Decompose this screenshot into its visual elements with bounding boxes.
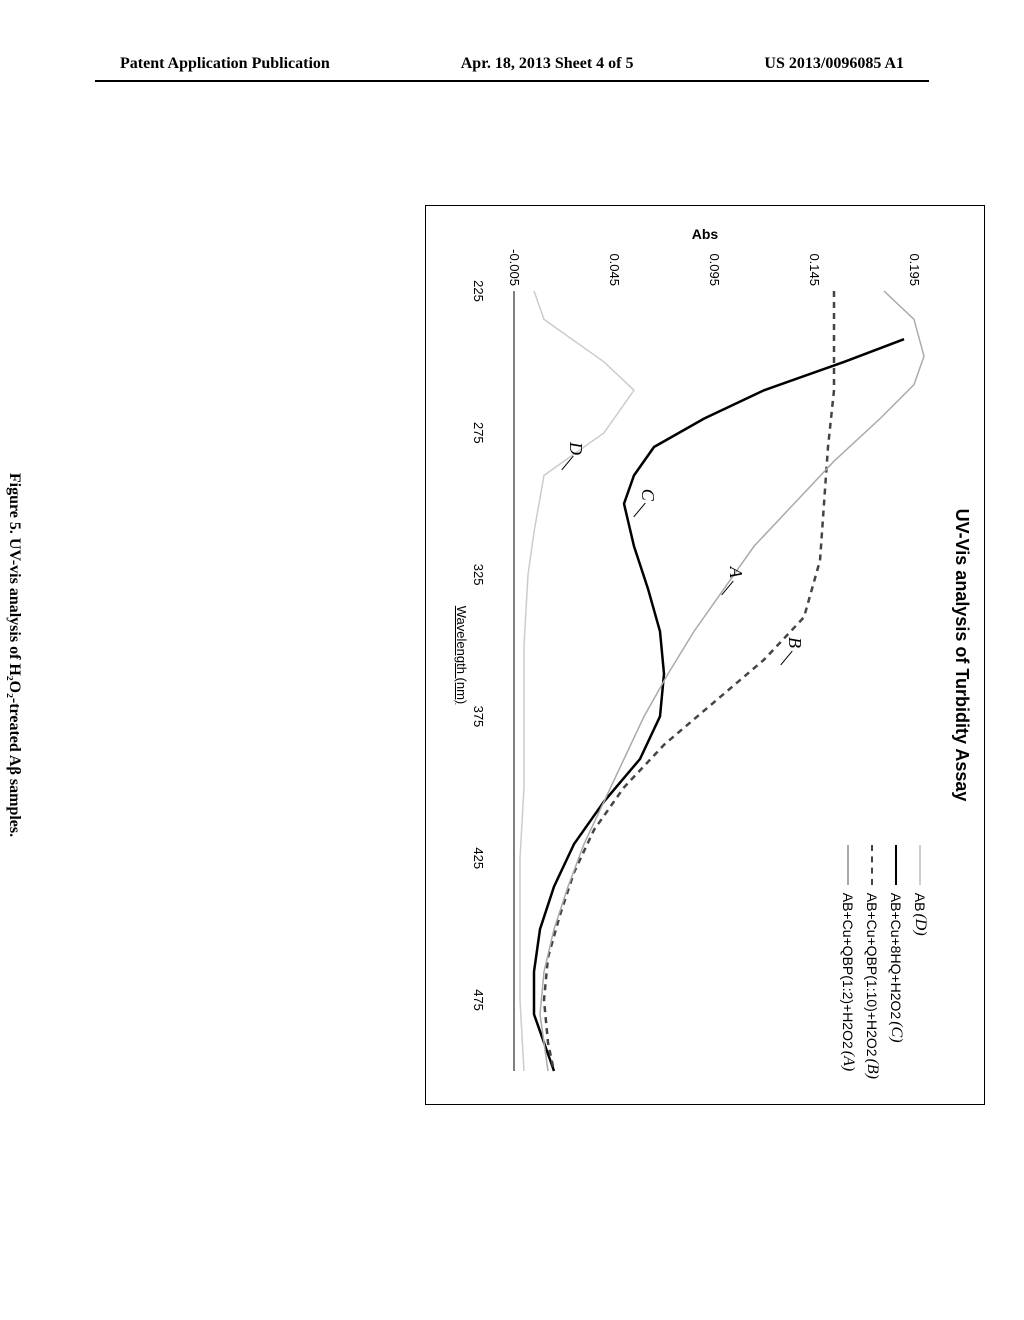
y-tick: 0.145 bbox=[807, 246, 822, 286]
legend-label: AB bbox=[912, 893, 928, 912]
legend-swatch bbox=[871, 845, 873, 885]
legend-swatch bbox=[895, 845, 898, 885]
legend-annotation: (A) bbox=[839, 1051, 857, 1071]
y-tick: 0.195 bbox=[907, 246, 922, 286]
figure-caption: Figure 5. UV-vis analysis of H₂O₂-treate… bbox=[5, 305, 23, 1005]
curve-label: C bbox=[637, 489, 658, 501]
x-tick: 475 bbox=[471, 989, 486, 1011]
figure-rotated-wrapper: UV-Vis analysis of Turbidity Assay Abs W… bbox=[125, 305, 935, 1005]
curve-label: D bbox=[565, 442, 586, 455]
legend-swatch bbox=[919, 845, 921, 885]
legend-label: AB+Cu+QBP(1:2)+H2O2 bbox=[840, 893, 856, 1049]
x-tick: 425 bbox=[471, 847, 486, 869]
x-tick: 275 bbox=[471, 422, 486, 444]
header-right: US 2013/0096085 A1 bbox=[764, 55, 904, 73]
chart-legend: AB(D) AB+Cu+8HQ+H2O2 (C) AB+Cu+QBP(1:10)+H2… bbox=[833, 845, 929, 1079]
header-center: Apr. 18, 2013 Sheet 4 of 5 bbox=[461, 55, 634, 73]
header-divider bbox=[95, 80, 929, 82]
legend-label: AB+Cu+QBP(1:10)+H2O2 bbox=[864, 893, 880, 1057]
curve-label: B bbox=[784, 637, 805, 648]
x-tick: 225 bbox=[471, 280, 486, 302]
y-tick: 0.045 bbox=[607, 246, 622, 286]
legend-annotation: (B) bbox=[863, 1059, 881, 1079]
header-left: Patent Application Publication bbox=[120, 55, 330, 73]
y-axis-label: Abs bbox=[692, 226, 718, 242]
legend-item: AB+Cu+QBP(1:2)+H2O2 (A) bbox=[839, 845, 857, 1079]
x-axis-label: Wavelength (nm) bbox=[454, 606, 469, 705]
chart-title: UV-Vis analysis of Turbidity Assay bbox=[951, 206, 972, 1104]
curve-label: A bbox=[725, 567, 746, 578]
legend-item: AB+Cu+8HQ+H2O2 (C) bbox=[887, 845, 905, 1079]
legend-swatch bbox=[847, 845, 849, 885]
x-tick: 375 bbox=[471, 706, 486, 728]
page-header: Patent Application Publication Apr. 18, … bbox=[0, 55, 1024, 73]
legend-item: AB(D) bbox=[911, 845, 929, 1079]
y-tick: -0.005 bbox=[507, 246, 522, 286]
legend-item: AB+Cu+QBP(1:10)+H2O2 (B) bbox=[863, 845, 881, 1079]
legend-annotation: (D) bbox=[911, 913, 929, 935]
x-tick: 325 bbox=[471, 564, 486, 586]
legend-annotation: (C) bbox=[887, 1021, 905, 1042]
y-tick: 0.095 bbox=[707, 246, 722, 286]
legend-label: AB+Cu+8HQ+H2O2 bbox=[888, 893, 904, 1019]
chart-container: UV-Vis analysis of Turbidity Assay Abs W… bbox=[425, 205, 985, 1105]
